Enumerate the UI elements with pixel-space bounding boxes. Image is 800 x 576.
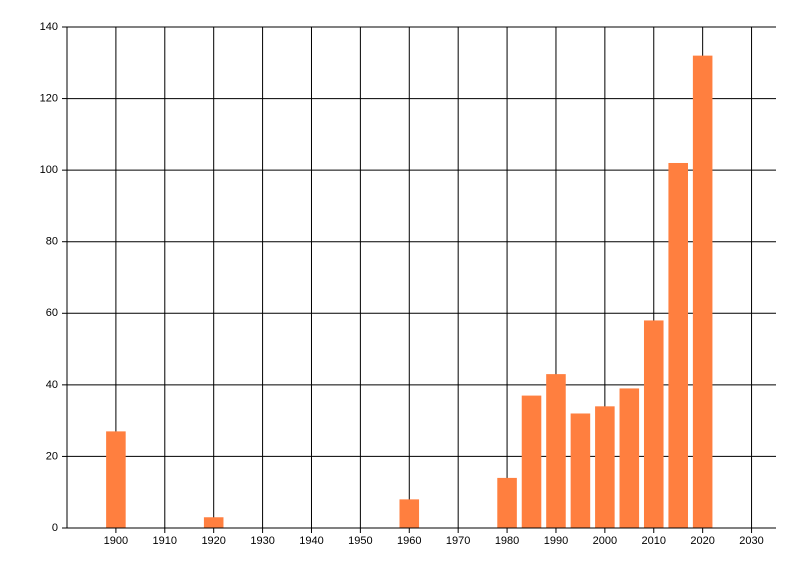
x-tick-label: 1970 (446, 535, 470, 547)
bar (692, 55, 713, 528)
x-tick-label: 1950 (348, 535, 372, 547)
bar (546, 374, 566, 528)
bar (668, 162, 688, 528)
x-tick-label: 1910 (153, 535, 177, 547)
bar (643, 320, 664, 528)
bar (106, 431, 126, 528)
x-tick-label: 1920 (201, 535, 225, 547)
x-tick-label: 2030 (739, 535, 763, 547)
x-tick-label: 1990 (544, 535, 568, 547)
y-tick-label: 140 (40, 21, 58, 33)
x-tick-label: 2000 (593, 535, 617, 547)
x-tick-label: 1930 (250, 535, 274, 547)
y-tick-label: 40 (46, 379, 58, 391)
bar (619, 388, 640, 528)
bar (497, 477, 517, 528)
x-tick-label: 1980 (495, 535, 519, 547)
x-tick-label: 1900 (104, 535, 128, 547)
y-tick-label: 0 (52, 522, 58, 534)
bar (570, 413, 591, 528)
y-tick-label: 120 (40, 92, 58, 104)
bar (203, 517, 224, 528)
x-tick-label: 1940 (299, 535, 323, 547)
x-tick-label: 2010 (642, 535, 666, 547)
x-tick-label: 1960 (397, 535, 421, 547)
y-tick-label: 60 (46, 307, 58, 319)
bar (521, 395, 542, 528)
bar (595, 406, 615, 528)
bar (399, 499, 420, 528)
y-tick-label: 100 (40, 164, 58, 176)
x-tick-label: 2020 (690, 535, 714, 547)
y-tick-label: 80 (46, 236, 58, 248)
y-tick-label: 20 (46, 450, 58, 462)
